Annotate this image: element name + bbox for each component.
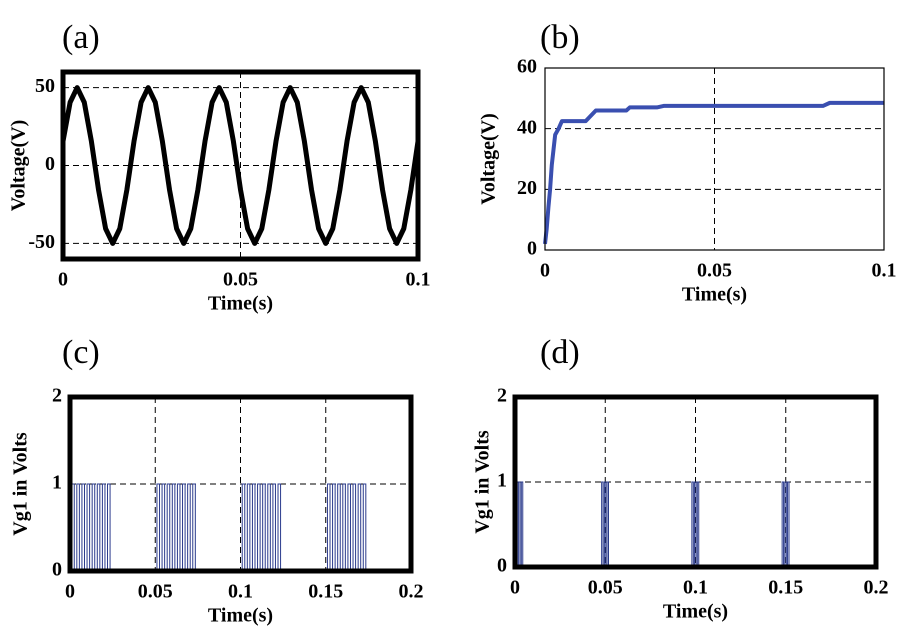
pulse [784, 481, 787, 568]
pulse [107, 483, 111, 572]
pulse [171, 483, 176, 572]
pulse [781, 481, 785, 568]
pulse [606, 481, 609, 568]
pulse [691, 481, 694, 568]
x-tick-label: 0.05 [138, 581, 173, 603]
pulse [192, 483, 196, 572]
y-tick-label: 1 [52, 472, 62, 494]
pulse [694, 481, 697, 568]
pulse [176, 483, 181, 572]
pulse [187, 483, 191, 572]
pulse [337, 483, 341, 572]
x-tick-label: 0.05 [697, 260, 732, 282]
x-tick-label: 0.1 [683, 577, 708, 599]
pulse [277, 483, 282, 572]
pulse [267, 483, 271, 572]
pulse [262, 483, 266, 572]
x-tick-label: 0.2 [399, 581, 424, 603]
pulse [787, 481, 790, 568]
x-tick-label: 0.05 [588, 577, 623, 599]
x-tick-label: 0 [65, 581, 75, 603]
pulse [86, 483, 91, 572]
pulse [96, 483, 101, 572]
y-tick-label: 20 [517, 177, 537, 199]
pulse [166, 483, 171, 572]
y-tick-label: 50 [35, 75, 55, 97]
y-tick-label: 60 [517, 56, 537, 78]
x-tick-label: 0.05 [223, 269, 258, 291]
plot-frame [512, 394, 879, 570]
data-line [60, 85, 421, 246]
x-tick-label: 0.1 [872, 260, 897, 282]
pulse [81, 483, 85, 572]
y-tick-label: 40 [517, 116, 537, 138]
x-tick-label: 0.1 [228, 581, 253, 603]
pulse [696, 481, 700, 568]
x-tick-label: 0 [510, 577, 520, 599]
y-tick-label: 0 [497, 555, 507, 577]
panel-title: (b) [540, 19, 580, 56]
x-axis-label: Time(s) [682, 284, 747, 306]
panel-title: (c) [62, 334, 100, 371]
x-tick-label: 0.1 [406, 269, 431, 291]
pulse [603, 481, 607, 568]
pulse [518, 481, 521, 568]
x-axis-label: Time(s) [663, 601, 728, 623]
pulse [246, 483, 251, 572]
x-tick-label: 0.2 [864, 577, 889, 599]
pulse [272, 483, 276, 572]
y-tick-label: 1 [497, 470, 507, 492]
x-tick-label: 0.15 [768, 577, 803, 599]
pulse [101, 483, 106, 572]
y-tick-label: -50 [28, 231, 55, 253]
plot-frame [67, 394, 414, 574]
y-tick-label: 2 [497, 385, 507, 407]
pulse [362, 483, 367, 572]
x-tick-label: 0 [58, 269, 68, 291]
y-tick-label: 0 [527, 238, 537, 260]
y-axis-label: Voltage(V) [478, 113, 500, 204]
pulse [182, 483, 186, 572]
pulse [91, 483, 96, 572]
data-line [543, 100, 884, 245]
pulse [332, 483, 336, 572]
pulse [76, 483, 80, 572]
y-axis-label: Vg1 in Volts [472, 430, 494, 534]
pulse [161, 483, 166, 572]
y-axis-label: Voltage(V) [8, 120, 30, 211]
pulse [251, 483, 256, 572]
panel-title: (a) [62, 19, 100, 56]
pulse [156, 483, 161, 572]
pulse [241, 483, 246, 572]
plot-frame [60, 69, 421, 262]
plot-frame [544, 67, 885, 251]
y-tick-label: 0 [52, 559, 62, 581]
pulse [326, 483, 331, 572]
pulse [352, 483, 357, 572]
pulse [342, 483, 346, 572]
x-tick-label: 0.15 [308, 581, 343, 603]
y-axis-label: Vg1 in Volts [10, 432, 32, 536]
x-axis-label: Time(s) [208, 293, 273, 315]
pulse [520, 481, 524, 568]
pulse [601, 481, 604, 568]
x-tick-label: 0 [540, 260, 550, 282]
pulse [257, 483, 261, 572]
y-tick-label: 0 [45, 153, 55, 175]
x-axis-label: Time(s) [208, 605, 273, 627]
y-tick-label: 2 [52, 385, 62, 407]
pulse [347, 483, 351, 572]
panel-title: (d) [540, 334, 580, 371]
pulse [357, 483, 362, 572]
